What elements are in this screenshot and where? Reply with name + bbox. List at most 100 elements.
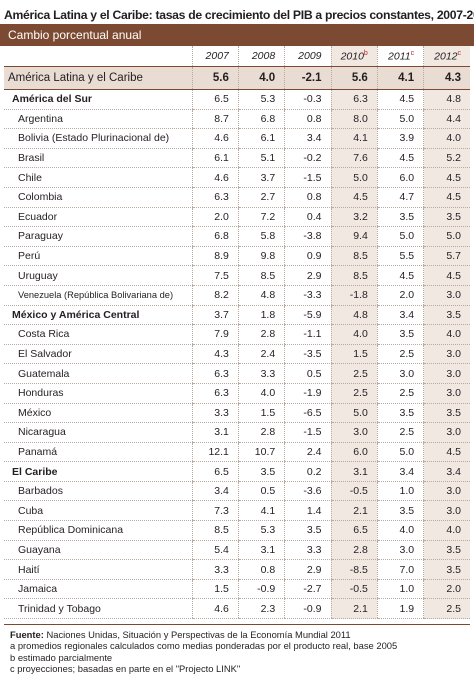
value-cell: 7.9 xyxy=(191,324,239,345)
gdp-growth-table: 2007 2008 2009 2010b 2011c 2012c América Lati… xyxy=(4,46,470,620)
row-label: República Dominicana xyxy=(4,520,193,541)
value-cell: 2.5 xyxy=(376,344,424,365)
value-cell: 8.5 xyxy=(330,265,378,286)
value-cell: 2.5 xyxy=(423,598,470,620)
value-cell: 5.4 xyxy=(191,540,239,561)
value-cell: 7.0 xyxy=(376,559,424,580)
row-label: Jamaica xyxy=(4,579,193,600)
value-cell: -1.8 xyxy=(330,285,378,306)
row-label: Guayana xyxy=(4,540,193,561)
value-cell: 4.7 xyxy=(376,187,424,208)
value-cell: 1.9 xyxy=(376,598,424,620)
table-row: Colombia 6.3 2.7 0.8 4.5 4.7 4.5 xyxy=(4,187,470,208)
value-cell: 5.0 xyxy=(423,226,470,247)
value-cell: 3.4 xyxy=(376,305,424,326)
value-cell: 4.3 xyxy=(191,344,239,365)
value-cell: 2.5 xyxy=(376,383,424,404)
value-cell: -1.1 xyxy=(284,324,332,345)
value-cell: 8.5 xyxy=(237,265,285,286)
table-row: Panamá 12.1 10.7 2.4 6.0 5.0 4.5 xyxy=(4,442,470,463)
row-label: Honduras xyxy=(4,383,193,404)
value-cell: 5.1 xyxy=(237,148,285,169)
table-row: Venezuela (República Bolivariana de) 8.2 4… xyxy=(4,285,470,306)
value-cell: 5.0 xyxy=(330,167,378,188)
value-cell: 8.7 xyxy=(191,109,239,130)
value-cell: 3.3 xyxy=(284,540,332,561)
table-row: Guayana 5.4 3.1 3.3 2.8 3.0 3.5 xyxy=(4,540,470,561)
value-cell: 3.5 xyxy=(423,540,470,561)
row-label: América del Sur xyxy=(4,89,193,110)
value-cell: 4.5 xyxy=(423,265,470,286)
table-body: América Latina y el Caribe 5.6 4.0 -2.1 5.6 4… xyxy=(4,66,470,620)
row-label: Paraguay xyxy=(4,226,193,247)
row-label: Ecuador xyxy=(4,207,193,228)
value-cell: 4.1 xyxy=(376,66,424,90)
table-row: Trinidad y Tobago 4.6 2.3 -0.9 2.1 1.9 2.5 xyxy=(4,598,470,620)
value-cell: 1.5 xyxy=(237,403,285,424)
value-cell: 6.8 xyxy=(237,109,285,130)
value-cell: 0.8 xyxy=(237,559,285,580)
region-row: El Caribe 6.5 3.5 0.2 3.1 3.4 3.4 xyxy=(4,461,470,482)
value-cell: 5.7 xyxy=(423,246,470,267)
value-cell: 3.0 xyxy=(423,344,470,365)
value-cell: 1.5 xyxy=(330,344,378,365)
row-label: Cuba xyxy=(4,500,193,522)
row-label: Costa Rica xyxy=(4,324,193,345)
value-cell: 6.1 xyxy=(237,128,285,149)
value-cell: 1.4 xyxy=(284,500,332,522)
year-header-3: 2010b xyxy=(330,46,378,67)
value-cell: -0.5 xyxy=(330,579,378,600)
table-row: Bolivia (Estado Plurinacional de) 4.6 6.1 3… xyxy=(4,128,470,149)
value-cell: 3.0 xyxy=(423,363,470,384)
value-cell: 8.2 xyxy=(191,285,239,306)
value-cell: 5.3 xyxy=(237,520,285,541)
value-cell: 8.9 xyxy=(191,246,239,267)
value-cell: 7.6 xyxy=(330,148,378,169)
value-cell: 2.4 xyxy=(237,344,285,365)
value-cell: 3.4 xyxy=(423,461,470,482)
region-row: América del Sur 6.5 5.3 -0.3 6.3 4.5 4.8 xyxy=(4,89,470,110)
value-cell: -8.5 xyxy=(330,559,378,580)
value-cell: 2.3 xyxy=(237,598,285,620)
value-cell: 3.3 xyxy=(237,363,285,384)
value-cell: 4.8 xyxy=(330,305,378,326)
table-row: Brasil 6.1 5.1 -0.2 7.6 4.5 5.2 xyxy=(4,148,470,169)
footnote-b: b estimado parcialmente xyxy=(10,651,113,663)
row-label: Chile xyxy=(4,167,193,188)
row-label: Brasil xyxy=(4,148,193,169)
source-note: Fuente: Naciones Unidas, Situación y Per… xyxy=(10,629,351,641)
table-row: Costa Rica 7.9 2.8 -1.1 4.0 3.5 4.0 xyxy=(4,324,470,345)
value-cell: 5.5 xyxy=(376,246,424,267)
value-cell: 12.1 xyxy=(191,442,239,463)
value-cell: 2.7 xyxy=(237,187,285,208)
value-cell: -3.6 xyxy=(284,481,332,502)
value-cell: 4.5 xyxy=(376,148,424,169)
value-cell: -2.1 xyxy=(284,66,332,90)
table-row: Honduras 6.3 4.0 -1.9 2.5 2.5 3.0 xyxy=(4,383,470,404)
value-cell: 3.5 xyxy=(237,461,285,482)
value-cell: 6.5 xyxy=(191,89,239,110)
table-row: Cuba 7.3 4.1 1.4 2.1 3.5 3.0 xyxy=(4,500,470,522)
value-cell: 4.6 xyxy=(191,128,239,149)
value-cell: 4.0 xyxy=(237,66,285,90)
row-label: México xyxy=(4,403,193,424)
table-row: México 3.3 1.5 -6.5 5.0 3.5 3.5 xyxy=(4,403,470,424)
corner-cell xyxy=(4,46,193,67)
row-label: Haití xyxy=(4,559,193,580)
table-row: Uruguay 7.5 8.5 2.9 8.5 4.5 4.5 xyxy=(4,265,470,286)
row-label: Nicaragua xyxy=(4,422,193,443)
year-header-4: 2011c xyxy=(376,46,424,67)
value-cell: 4.5 xyxy=(423,187,470,208)
value-cell: -0.2 xyxy=(284,148,332,169)
row-label: Colombia xyxy=(4,187,193,208)
value-cell: 3.3 xyxy=(191,559,239,580)
value-cell: 6.3 xyxy=(191,187,239,208)
value-cell: 3.0 xyxy=(423,383,470,404)
value-cell: 2.9 xyxy=(284,559,332,580)
value-cell: -3.5 xyxy=(284,344,332,365)
value-cell: 3.0 xyxy=(376,363,424,384)
value-cell: 2.5 xyxy=(330,363,378,384)
value-cell: 3.0 xyxy=(423,481,470,502)
row-label: Bolivia (Estado Plurinacional de) xyxy=(4,128,193,149)
value-cell: 5.0 xyxy=(376,226,424,247)
